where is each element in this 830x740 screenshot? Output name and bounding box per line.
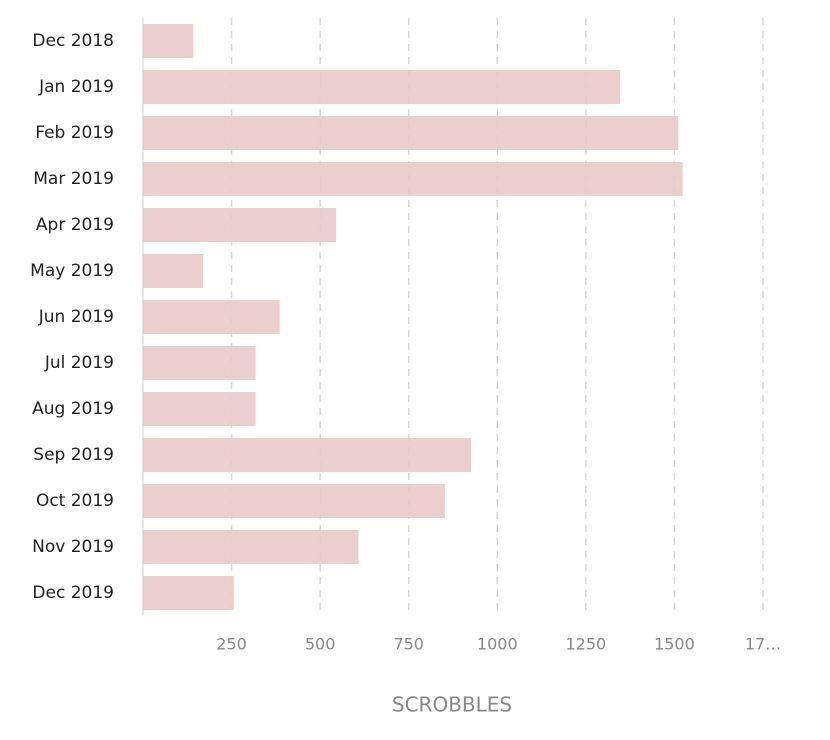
y-tick-label: Jul 2019 [44, 353, 114, 373]
x-tick-label: 250 [216, 635, 247, 654]
bar [143, 300, 280, 334]
y-tick-label: Apr 2019 [36, 215, 114, 235]
bar [143, 116, 679, 150]
bar [143, 162, 683, 196]
bar [143, 438, 472, 472]
y-tick-label: Nov 2019 [32, 537, 114, 557]
x-tick-label: 17… [745, 635, 781, 654]
bar [143, 24, 194, 58]
x-tick-label: 1000 [477, 635, 518, 654]
y-tick-label: Jun 2019 [38, 307, 114, 327]
y-tick-label: Feb 2019 [35, 123, 114, 143]
x-axis-label: SCROBBLES [392, 693, 512, 717]
bar [143, 392, 256, 426]
x-tick-label: 1500 [654, 635, 695, 654]
bar [143, 70, 621, 104]
bar [143, 576, 234, 610]
y-tick-label: May 2019 [30, 261, 114, 281]
y-tick-label: Sep 2019 [33, 445, 114, 465]
y-tick-label: Jan 2019 [38, 77, 114, 97]
y-tick-label: Dec 2019 [32, 583, 114, 603]
bar [143, 254, 204, 288]
bar [143, 346, 256, 380]
x-tick-label: 500 [305, 635, 336, 654]
bar [143, 208, 337, 242]
y-tick-label: Dec 2018 [32, 31, 114, 51]
x-tick-label: 750 [393, 635, 424, 654]
y-tick-label: Aug 2019 [32, 399, 114, 419]
x-tick-label: 1250 [565, 635, 606, 654]
bar [143, 530, 359, 564]
y-tick-label: Mar 2019 [33, 169, 114, 189]
y-tick-label: Oct 2019 [36, 491, 114, 511]
bar [143, 484, 445, 518]
